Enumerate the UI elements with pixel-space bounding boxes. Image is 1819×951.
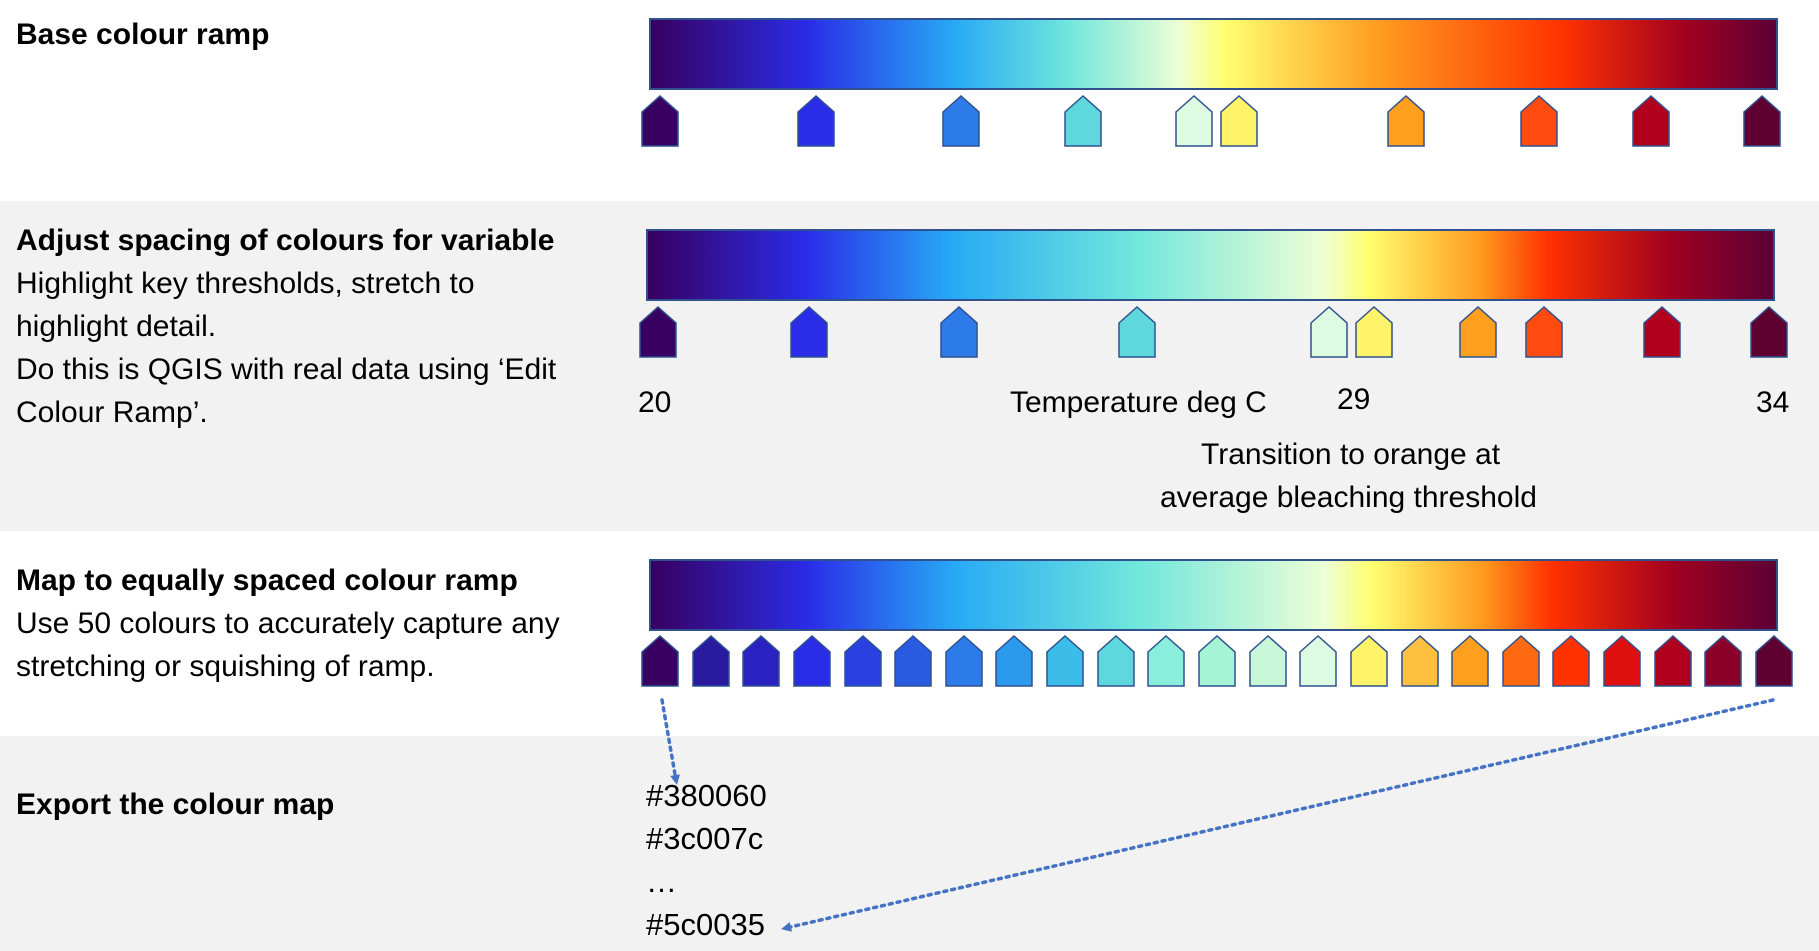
- equal-ramp-heading: Map to equally spaced colour ramp: [16, 564, 518, 597]
- hex-first: #380060: [646, 778, 767, 813]
- adjust-line-2: highlight detail.: [16, 310, 217, 343]
- base-stop-marker-9[interactable]: [1743, 94, 1781, 147]
- adjusted-stop-marker-8[interactable]: [1642, 305, 1681, 358]
- equal-stop-marker-14[interactable]: [1350, 634, 1388, 687]
- base-stop-marker-6[interactable]: [1386, 94, 1425, 147]
- hex-last: #5c0035: [646, 907, 765, 942]
- adjusted-stop-marker-1[interactable]: [789, 305, 828, 358]
- equal-stop-marker-18[interactable]: [1552, 634, 1591, 687]
- adjust-line-3: Do this is QGIS with real data using ‘Ed…: [16, 353, 557, 386]
- base-stop-marker-7[interactable]: [1520, 94, 1559, 147]
- equal-stop-marker-0[interactable]: [641, 634, 679, 687]
- axis-max-label: 34: [1756, 386, 1790, 419]
- axis-mid-label: 29: [1337, 383, 1371, 416]
- equal-line-2: stretching or squishing of ramp.: [16, 650, 435, 683]
- equal-stop-marker-3[interactable]: [793, 634, 831, 687]
- export-heading: Export the colour map: [16, 788, 335, 821]
- equal-stop-marker-17[interactable]: [1502, 634, 1540, 687]
- hex-second: #3c007c: [646, 821, 764, 856]
- equal-stop-marker-16[interactable]: [1451, 634, 1489, 687]
- arrow-first-colour: [660, 698, 681, 785]
- base-stop-marker-4[interactable]: [1175, 94, 1213, 147]
- threshold-note-line-2: average bleaching threshold: [1160, 481, 1537, 514]
- equal-stop-marker-6[interactable]: [945, 634, 983, 687]
- adjusted-stop-marker-2[interactable]: [940, 305, 978, 358]
- adjusted-stop-marker-6[interactable]: [1458, 305, 1497, 358]
- equal-stop-marker-8[interactable]: [1046, 634, 1084, 687]
- equal-stop-marker-4[interactable]: [843, 634, 882, 687]
- adjust-line-4: Colour Ramp’.: [16, 396, 208, 429]
- adjust-spacing-heading: Adjust spacing of colours for variable: [16, 224, 555, 257]
- equal-stop-marker-9[interactable]: [1096, 634, 1135, 687]
- base-stop-marker-2[interactable]: [941, 94, 980, 147]
- threshold-note-line-1: Transition to orange at: [1201, 438, 1501, 471]
- base-stop-marker-3[interactable]: [1064, 94, 1102, 147]
- hex-ellipsis: …: [646, 864, 677, 899]
- equal-stop-marker-19[interactable]: [1603, 634, 1641, 687]
- base-stop-marker-1[interactable]: [797, 94, 835, 147]
- adjusted-stop-marker-4[interactable]: [1310, 305, 1348, 358]
- equal-stop-marker-21[interactable]: [1704, 634, 1743, 687]
- base-stop-marker-5[interactable]: [1220, 94, 1258, 147]
- equal-stop-marker-22[interactable]: [1755, 634, 1793, 687]
- adjusted-stop-marker-9[interactable]: [1749, 305, 1788, 358]
- equal-stop-marker-20[interactable]: [1653, 634, 1692, 687]
- equal-colour-ramp-bar: [649, 559, 1778, 631]
- adjusted-stop-marker-5[interactable]: [1355, 305, 1393, 358]
- axis-title: Temperature deg C: [1010, 386, 1267, 419]
- equal-stop-marker-10[interactable]: [1147, 634, 1186, 687]
- equal-stop-marker-1[interactable]: [691, 634, 730, 687]
- equal-stop-marker-13[interactable]: [1299, 634, 1338, 687]
- equal-stop-marker-15[interactable]: [1400, 634, 1439, 687]
- equal-line-1: Use 50 colours to accurately capture any: [16, 607, 560, 640]
- adjusted-stop-marker-7[interactable]: [1525, 305, 1564, 358]
- equal-stop-marker-12[interactable]: [1248, 634, 1287, 687]
- base-ramp-heading: Base colour ramp: [16, 18, 270, 51]
- adjust-line-1: Highlight key thresholds, stretch to: [16, 267, 475, 300]
- axis-min-label: 20: [638, 386, 672, 419]
- equal-stop-marker-2[interactable]: [742, 634, 781, 687]
- base-stop-marker-0[interactable]: [641, 94, 679, 147]
- equal-stop-marker-7[interactable]: [995, 634, 1034, 687]
- base-stop-marker-8[interactable]: [1631, 94, 1670, 147]
- base-colour-ramp-bar: [649, 18, 1778, 90]
- section-export: [0, 736, 1819, 951]
- adjusted-stop-marker-3[interactable]: [1118, 305, 1157, 358]
- adjusted-colour-ramp-bar: [646, 229, 1775, 301]
- equal-stop-marker-11[interactable]: [1198, 634, 1236, 687]
- equal-stop-marker-5[interactable]: [894, 634, 932, 687]
- adjusted-stop-marker-0[interactable]: [639, 305, 677, 358]
- arrow-last-colour: [781, 698, 1775, 932]
